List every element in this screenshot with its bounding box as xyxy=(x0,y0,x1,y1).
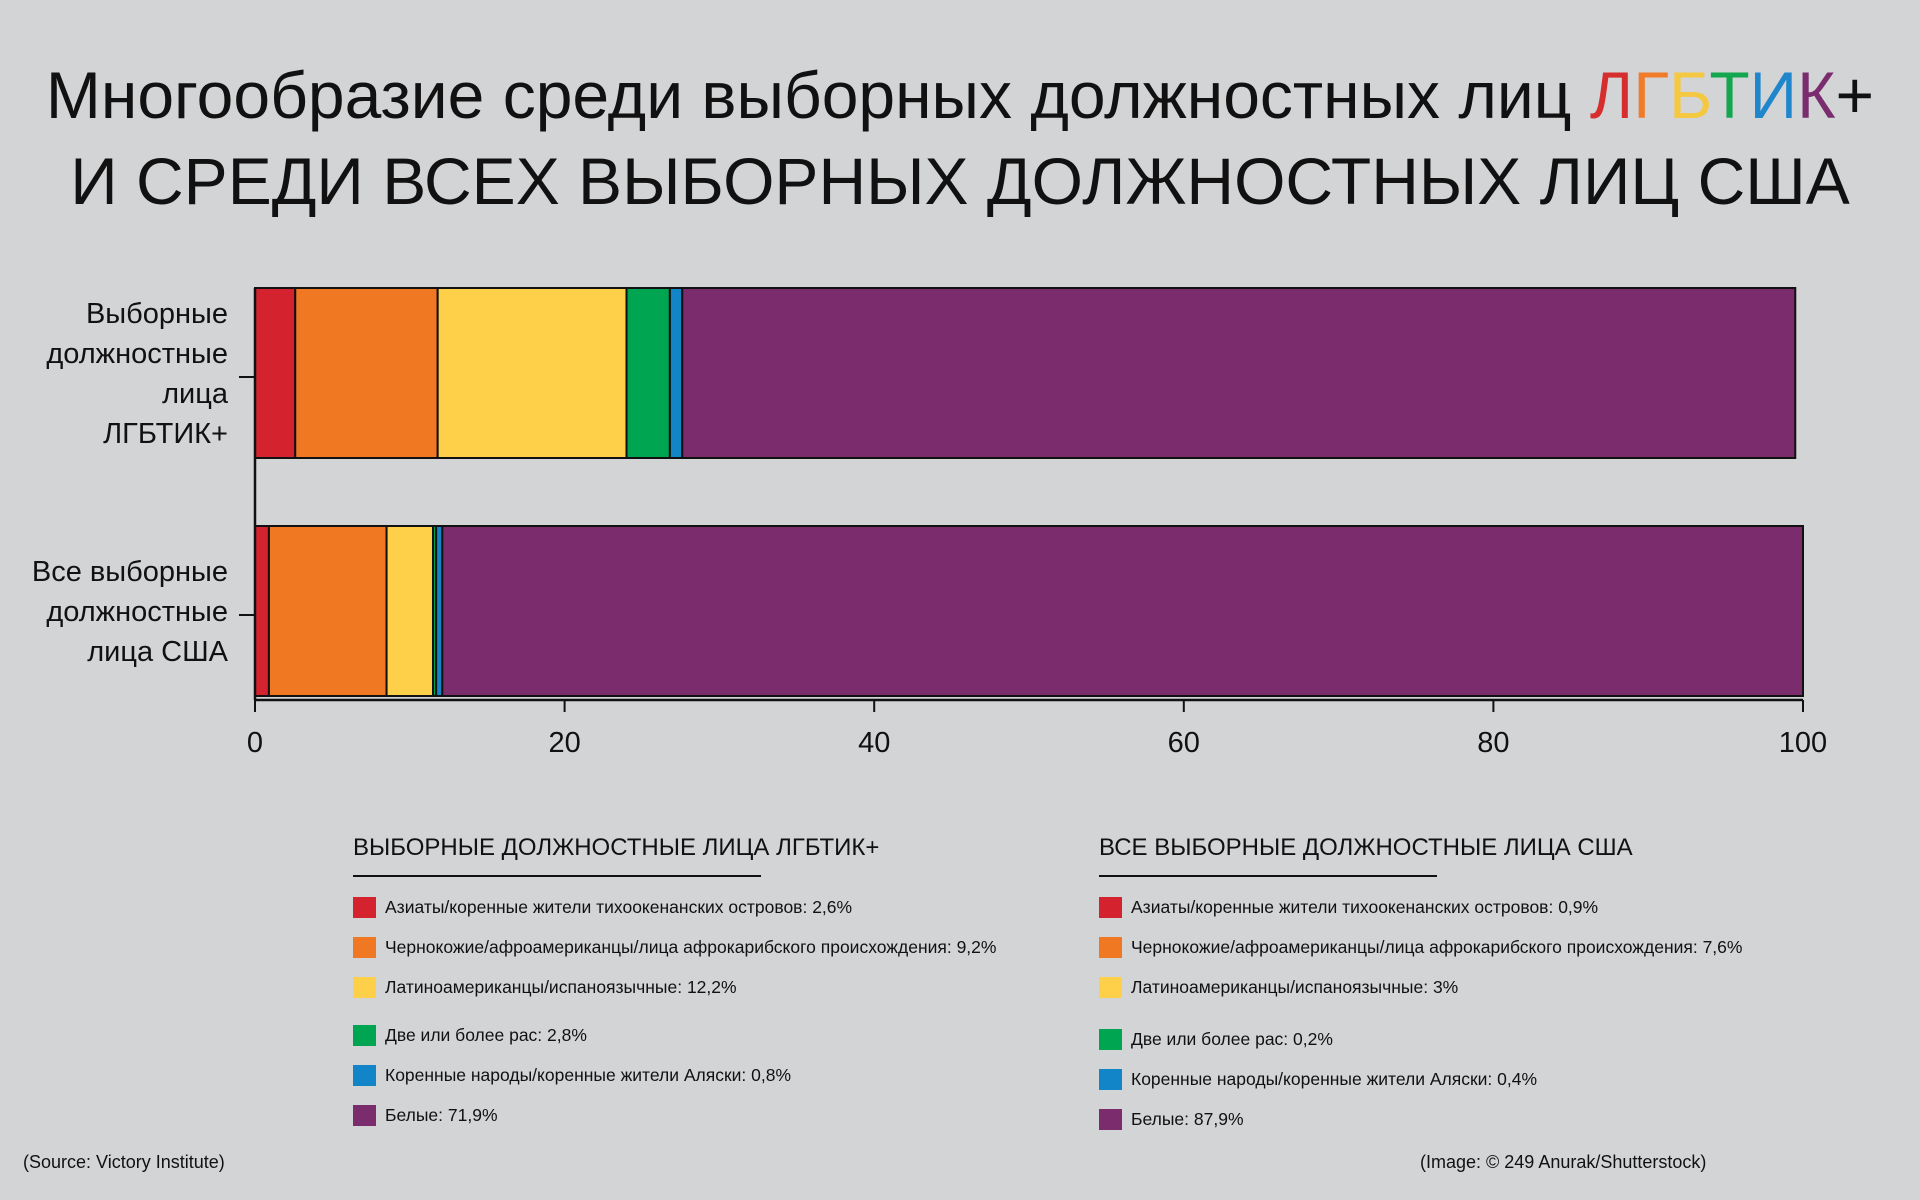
rainbow-letter: Б xyxy=(1668,58,1710,132)
x-tick-label: 40 xyxy=(858,727,890,759)
legend-item: Латиноамериканцы/испаноязычные: 3% xyxy=(1099,972,1458,1002)
bar-segment xyxy=(668,287,684,459)
bar-segment xyxy=(294,287,439,459)
category-label: Все выборные xyxy=(32,556,228,588)
legend-swatch xyxy=(1099,936,1122,958)
legend-item: Белые: 71,9% xyxy=(353,1100,498,1130)
legend-label: Коренные народы/коренные жители Аляски: … xyxy=(385,1064,792,1085)
legend-swatch xyxy=(1099,1108,1122,1130)
chart-title-line2: И СРЕДИ ВСЕХ ВЫБОРНЫХ ДОЛЖНОСТНЫХ ЛИЦ СШ… xyxy=(70,144,1850,218)
rainbow-letter: Л xyxy=(1589,58,1634,132)
bar-segment xyxy=(267,525,388,697)
x-tick-label: 20 xyxy=(548,727,580,759)
legend-label: Две или более рас: 2,8% xyxy=(385,1024,587,1045)
legend-swatch xyxy=(353,1104,376,1126)
chart-title-prefix: Многообразие среди выборных должностных … xyxy=(45,58,1590,132)
legend-swatch xyxy=(353,896,376,918)
chart-title-line1: Многообразие среди выборных должностных … xyxy=(0,52,1920,138)
rainbow-letter: Г xyxy=(1633,58,1669,132)
legend-label: Азиаты/коренные жители тихоокенанских ос… xyxy=(1131,896,1599,917)
legend-item: Чернокожие/афроамериканцы/лица афрокариб… xyxy=(1099,932,1742,962)
legend-item: Коренные народы/коренные жители Аляски: … xyxy=(353,1060,791,1090)
stacked-bar-chart: Выборные должностные лица ЛГБТИК+ Все выборн… xyxy=(32,287,1827,759)
category-label: должностные xyxy=(46,338,228,370)
x-tick-label: 100 xyxy=(1779,727,1827,759)
bar-segment xyxy=(254,525,270,697)
x-tick-label: 0 xyxy=(247,727,263,759)
legend-title: ВЫБОРНЫЕ ДОЛЖНОСТНЫЕ ЛИЦА ЛГБТИК+ xyxy=(353,834,880,861)
legend-underline xyxy=(1099,875,1437,877)
legend-label: Чернокожие/афроамериканцы/лица афрокариб… xyxy=(385,936,997,957)
source-note: (Source: Victory Institute) xyxy=(23,1152,225,1172)
rainbow-letter: Т xyxy=(1709,58,1750,132)
legend-label: Чернокожие/афроамериканцы/лица афрокариб… xyxy=(1131,936,1743,957)
bar-segment xyxy=(625,287,671,459)
legend-swatch xyxy=(1099,896,1122,918)
legend-label: Азиаты/коренные жители тихоокенанских ос… xyxy=(385,896,853,917)
bar-segment xyxy=(436,287,628,459)
category-label: Выборные xyxy=(86,298,228,330)
legend-swatch xyxy=(353,936,376,958)
category-label: лица xyxy=(162,378,229,410)
legend-label: Коренные народы/коренные жители Аляски: … xyxy=(1131,1068,1538,1089)
legend-item: Латиноамериканцы/испаноязычные: 12,2% xyxy=(353,972,737,1002)
legend-swatch xyxy=(353,1024,376,1046)
legend-item: Белые: 87,9% xyxy=(1099,1104,1244,1134)
chart-title-suffix: + xyxy=(1835,58,1875,132)
category-label: ЛГБТИК+ xyxy=(103,418,228,450)
x-tick-label: 80 xyxy=(1477,727,1509,759)
bar-segment xyxy=(441,525,1805,697)
legend-item: Чернокожие/афроамериканцы/лица афрокариб… xyxy=(353,932,996,962)
category-label: лица США xyxy=(87,636,228,668)
category-label: должностные xyxy=(46,596,228,628)
legend-swatch xyxy=(1099,1028,1122,1050)
bar-segment xyxy=(254,287,297,459)
image-credit: (Image: © 249 Anurak/Shutterstock) xyxy=(1420,1152,1707,1172)
legend-swatch xyxy=(1099,976,1122,998)
rainbow-letter: К xyxy=(1797,58,1836,132)
legend-item: Две или более рас: 2,8% xyxy=(353,1020,587,1050)
rainbow-letter: И xyxy=(1749,58,1798,132)
bar-segment xyxy=(681,287,1797,459)
x-tick-label: 60 xyxy=(1168,727,1200,759)
legend-item: Азиаты/коренные жители тихоокенанских ос… xyxy=(353,892,852,922)
legend-label: Белые: 71,9% xyxy=(385,1104,498,1125)
bar-segment xyxy=(385,525,435,697)
legend-item: Азиаты/коренные жители тихоокенанских ос… xyxy=(1099,892,1598,922)
legend-title: ВСЕ ВЫБОРНЫЕ ДОЛЖНОСТНЫЕ ЛИЦА США xyxy=(1099,834,1633,861)
legend-label: Две или более рас: 0,2% xyxy=(1131,1028,1333,1049)
legend-label: Латиноамериканцы/испаноязычные: 12,2% xyxy=(385,976,737,997)
legend-swatch xyxy=(353,976,376,998)
legend-swatch xyxy=(353,1064,376,1086)
legend-label: Белые: 87,9% xyxy=(1131,1108,1244,1129)
legend-swatch xyxy=(1099,1068,1122,1090)
legend-underline xyxy=(353,875,761,877)
chart-title-rainbow: ЛГБТИК xyxy=(1590,58,1836,132)
legend-label: Латиноамериканцы/испаноязычные: 3% xyxy=(1131,976,1459,997)
legend-item: Две или более рас: 0,2% xyxy=(1099,1024,1333,1054)
legend-item: Коренные народы/коренные жители Аляски: … xyxy=(1099,1064,1537,1094)
